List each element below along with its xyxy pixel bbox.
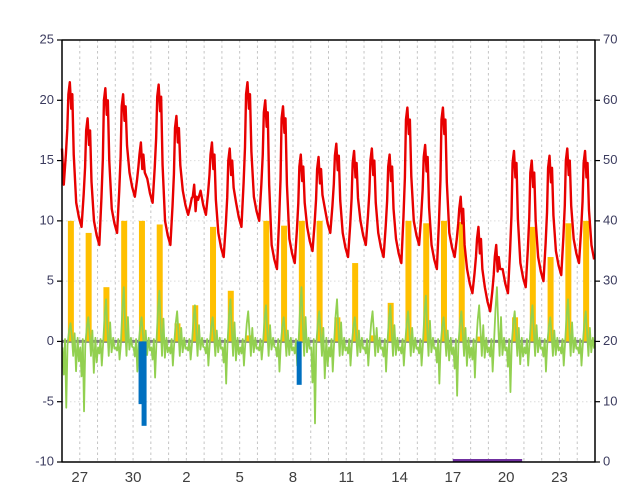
- chart-canvas: [0, 0, 636, 501]
- weather-chart-window: 積雪以外 京都 積雪: [0, 0, 636, 501]
